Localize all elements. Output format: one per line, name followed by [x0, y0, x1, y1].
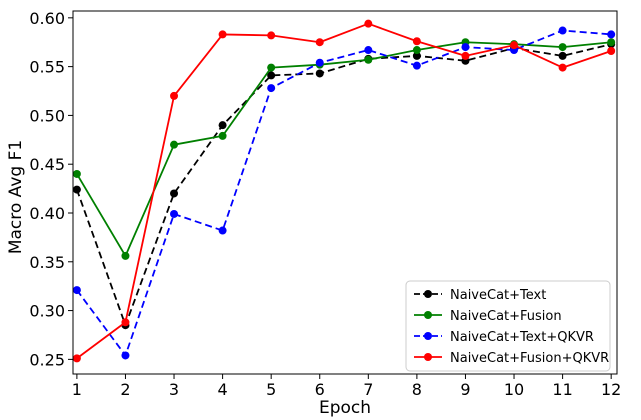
data-point	[72, 169, 81, 178]
data-point	[364, 46, 373, 55]
x-tick-label: 11	[552, 380, 572, 399]
data-point	[72, 354, 81, 363]
y-tick-label: 0.25	[29, 350, 65, 369]
data-point	[558, 43, 567, 52]
series-4	[72, 19, 616, 363]
y-tick-label: 0.30	[29, 302, 65, 321]
legend-marker	[424, 311, 432, 319]
legend-box	[405, 280, 611, 372]
legend-entry: NaiveCat+Text	[414, 288, 546, 303]
data-point	[170, 189, 179, 198]
data-point	[218, 131, 227, 140]
data-point	[72, 286, 81, 295]
x-tick-label: 7	[363, 380, 373, 399]
x-tick-label: 5	[266, 380, 276, 399]
x-tick-label: 1	[72, 380, 82, 399]
legend-entry: NaiveCat+Fusion+QKVR	[414, 351, 609, 366]
x-tick-label: 10	[504, 380, 524, 399]
legend: NaiveCat+Text NaiveCat+Fusion NaiveCat+Tex…	[405, 280, 611, 372]
axes: 1 2 3 4 5 6 7 8 9 10 11 120.250.300.350.400.450.500…	[29, 9, 621, 399]
x-tick-label: 3	[169, 380, 179, 399]
data-point	[364, 55, 373, 64]
y-tick-label: 0.35	[29, 253, 65, 272]
legend-label: NaiveCat+Fusion+QKVR	[450, 351, 609, 366]
data-point	[170, 209, 179, 218]
data-point	[218, 121, 227, 130]
data-point	[412, 46, 421, 55]
series-2	[72, 38, 616, 260]
data-point	[412, 37, 421, 46]
data-point	[72, 185, 81, 194]
series-3	[72, 26, 616, 360]
data-point	[170, 140, 179, 149]
legend-entry: NaiveCat+Text+QKVR	[414, 330, 594, 345]
y-tick-label: 0.60	[29, 9, 65, 28]
data-point	[121, 351, 130, 360]
data-point	[315, 58, 324, 67]
axes-frame	[72, 10, 618, 375]
legend-marker	[424, 290, 432, 298]
legend-marker	[424, 332, 432, 340]
data-point	[412, 61, 421, 70]
data-point	[218, 226, 227, 235]
data-point	[461, 43, 470, 52]
data-point	[218, 30, 227, 39]
plot-area	[72, 19, 616, 363]
data-point	[267, 31, 276, 40]
data-point	[558, 26, 567, 35]
data-point	[461, 51, 470, 60]
data-point	[267, 71, 276, 80]
y-tick-label: 0.40	[29, 204, 65, 223]
series-line	[76, 22, 612, 360]
data-point	[607, 47, 616, 56]
y-tick-label: 0.45	[29, 155, 65, 174]
data-point	[558, 63, 567, 72]
legend-label: NaiveCat+Text+QKVR	[450, 330, 594, 345]
y-tick-label: 0.55	[29, 58, 65, 77]
data-point	[315, 38, 324, 47]
data-point	[607, 38, 616, 47]
x-tick-label: 12	[601, 380, 621, 399]
series-line	[76, 41, 612, 257]
legend-marker	[424, 353, 432, 361]
y-axis-label: Macro Avg F1	[6, 140, 26, 254]
x-tick-label: 8	[412, 380, 422, 399]
data-point	[121, 251, 130, 260]
data-point	[364, 19, 373, 28]
data-point	[607, 30, 616, 39]
x-tick-label: 2	[120, 380, 130, 399]
x-tick-label: 4	[218, 380, 228, 399]
legend-label: NaiveCat+Fusion	[450, 309, 562, 324]
legend-entry: NaiveCat+Fusion	[414, 309, 562, 324]
data-point	[412, 51, 421, 60]
data-point	[267, 63, 276, 72]
x-axis-label: Epoch	[319, 398, 371, 418]
series-line	[76, 29, 612, 357]
data-point	[510, 41, 519, 50]
data-point	[267, 84, 276, 93]
x-tick-label: 6	[315, 380, 325, 399]
y-tick-label: 0.50	[29, 106, 65, 125]
legend-label: NaiveCat+Text	[450, 288, 546, 303]
x-tick-label: 9	[460, 380, 470, 399]
data-point	[170, 91, 179, 100]
data-point	[315, 69, 324, 78]
data-point	[121, 318, 130, 327]
data-point	[558, 51, 567, 60]
